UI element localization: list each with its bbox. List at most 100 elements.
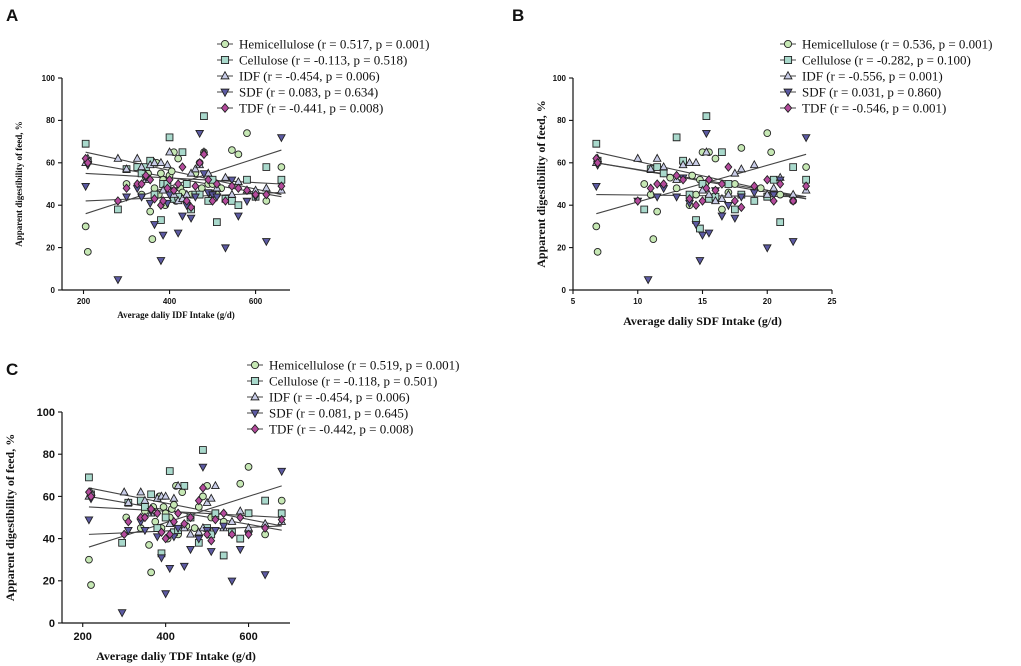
data-point-idf xyxy=(190,164,200,173)
data-point-sdf xyxy=(235,545,245,555)
data-point-sdf xyxy=(173,229,183,238)
data-point-hemicellulose xyxy=(197,184,206,193)
data-point-tdf xyxy=(169,516,178,527)
fit-line-tdf-c xyxy=(88,495,282,531)
data-point-tdf xyxy=(277,181,286,191)
data-point-idf xyxy=(717,193,727,203)
x-tick-label-b: 5 xyxy=(571,297,576,306)
legend-a: Hemicellulose (r = 0.517, p = 0.001)Cell… xyxy=(217,37,430,116)
data-point-sdf xyxy=(179,562,189,572)
series-hemicellulose-b xyxy=(592,129,810,256)
data-point-cellulose xyxy=(161,513,170,522)
data-point-tdf xyxy=(178,162,187,172)
data-point-cellulose xyxy=(147,490,155,499)
data-point-hemicellulose xyxy=(653,207,662,216)
data-point-tdf xyxy=(711,185,720,196)
data-point-sdf xyxy=(691,221,701,230)
data-point-sdf xyxy=(701,129,711,139)
data-point-sdf xyxy=(233,212,243,221)
data-point-idf xyxy=(701,147,711,156)
legend-marker-idf xyxy=(250,391,260,401)
series-cellulose-c xyxy=(85,446,286,560)
chart-panel-c: 0 20 40 60 80 100 200 400 600 Average daliy TDF I… xyxy=(3,358,460,664)
data-point-tdf xyxy=(186,512,195,523)
legend-marker-tdf xyxy=(783,102,793,114)
data-point-tdf xyxy=(702,183,711,194)
data-point-cellulose xyxy=(731,205,739,214)
legend-label-tdf: TDF (r = -0.546, p = 0.001) xyxy=(802,101,946,116)
legend-label-sdf: SDF (r = 0.081, p = 0.645) xyxy=(269,406,408,421)
data-point-tdf xyxy=(593,158,602,168)
y-tick-label-b: 20 xyxy=(557,243,566,252)
legend-label-tdf: TDF (r = -0.441, p = 0.008) xyxy=(239,101,383,116)
data-point-hemicellulose xyxy=(640,180,649,188)
legend-c: Hemicellulose (r = 0.519, p = 0.001)Cell… xyxy=(247,358,460,437)
data-point-cellulose xyxy=(200,112,208,121)
data-point-tdf xyxy=(769,196,778,206)
data-point-hemicellulose xyxy=(277,496,286,505)
data-point-tdf xyxy=(251,189,260,200)
data-point-sdf xyxy=(173,524,183,534)
series-sdf-a xyxy=(81,129,286,285)
data-point-hemicellulose xyxy=(228,146,236,154)
data-point-idf xyxy=(749,159,759,169)
data-point-tdf xyxy=(724,162,733,172)
data-point-sdf xyxy=(277,467,287,477)
x-axis-title-b: Average daliy SDF Intake (g/d) xyxy=(623,314,782,328)
data-point-sdf xyxy=(736,193,746,202)
x-tick-label-b: 10 xyxy=(633,297,642,306)
data-point-sdf xyxy=(704,229,714,238)
x-tick-label-c: 200 xyxy=(74,631,92,643)
data-point-idf xyxy=(227,516,237,525)
data-point-tdf xyxy=(730,196,739,206)
data-point-tdf xyxy=(672,170,681,181)
data-point-hemicellulose xyxy=(649,235,658,243)
data-point-sdf xyxy=(801,134,811,143)
legend-marker-idf xyxy=(783,70,793,80)
data-point-sdf xyxy=(177,212,187,221)
data-point-hemicellulose xyxy=(666,173,674,182)
data-point-tdf xyxy=(685,194,694,204)
y-tick-label-b: 60 xyxy=(557,159,566,168)
data-point-cellulose xyxy=(769,175,778,184)
data-point-sdf xyxy=(195,129,205,139)
data-point-tdf xyxy=(199,149,208,160)
data-point-tdf xyxy=(262,189,271,200)
legend-b: Hemicellulose (r = 0.536, p = 0.001)Cell… xyxy=(780,37,993,116)
data-point-tdf xyxy=(653,179,662,189)
data-point-tdf xyxy=(194,495,203,506)
data-point-tdf xyxy=(165,174,174,185)
data-point-sdf xyxy=(210,526,220,536)
data-point-tdf xyxy=(236,512,245,523)
data-point-idf xyxy=(161,491,171,500)
data-point-cellulose xyxy=(653,163,662,171)
data-point-cellulose xyxy=(213,218,221,227)
data-point-tdf xyxy=(717,179,726,189)
x-tick-label-c: 400 xyxy=(156,631,174,643)
data-point-tdf xyxy=(169,185,178,196)
data-point-sdf xyxy=(769,191,779,200)
panel-letter-a: A xyxy=(6,6,19,25)
legend-marker-cellulose xyxy=(220,55,230,65)
data-point-hemicellulose xyxy=(688,171,696,180)
data-point-tdf xyxy=(140,512,149,523)
legend-label-tdf: TDF (r = -0.442, p = 0.008) xyxy=(269,422,413,437)
data-point-sdf xyxy=(697,231,708,240)
data-point-hemicellulose xyxy=(277,163,286,171)
data-point-tdf xyxy=(211,514,220,525)
data-point-tdf xyxy=(195,158,204,168)
legend-marker-sdf xyxy=(250,409,260,419)
data-point-tdf xyxy=(633,196,642,206)
data-point-tdf xyxy=(159,196,168,206)
data-point-cellulose xyxy=(750,197,759,205)
data-point-sdf xyxy=(165,191,175,200)
data-point-tdf xyxy=(87,491,96,502)
legend-label-idf: IDF (r = -0.454, p = 0.006) xyxy=(269,390,410,405)
data-point-sdf xyxy=(723,202,733,211)
chart-panel-b: 0 20 40 60 80 100 5 10 15 20 25 Average daliy SDF I… xyxy=(534,37,993,329)
legend-marker-idf xyxy=(220,70,230,80)
data-point-hemicellulose xyxy=(737,144,746,152)
y-tick-label-c: 40 xyxy=(43,533,55,545)
series-sdf-b xyxy=(591,129,811,285)
data-point-tdf xyxy=(698,196,707,206)
